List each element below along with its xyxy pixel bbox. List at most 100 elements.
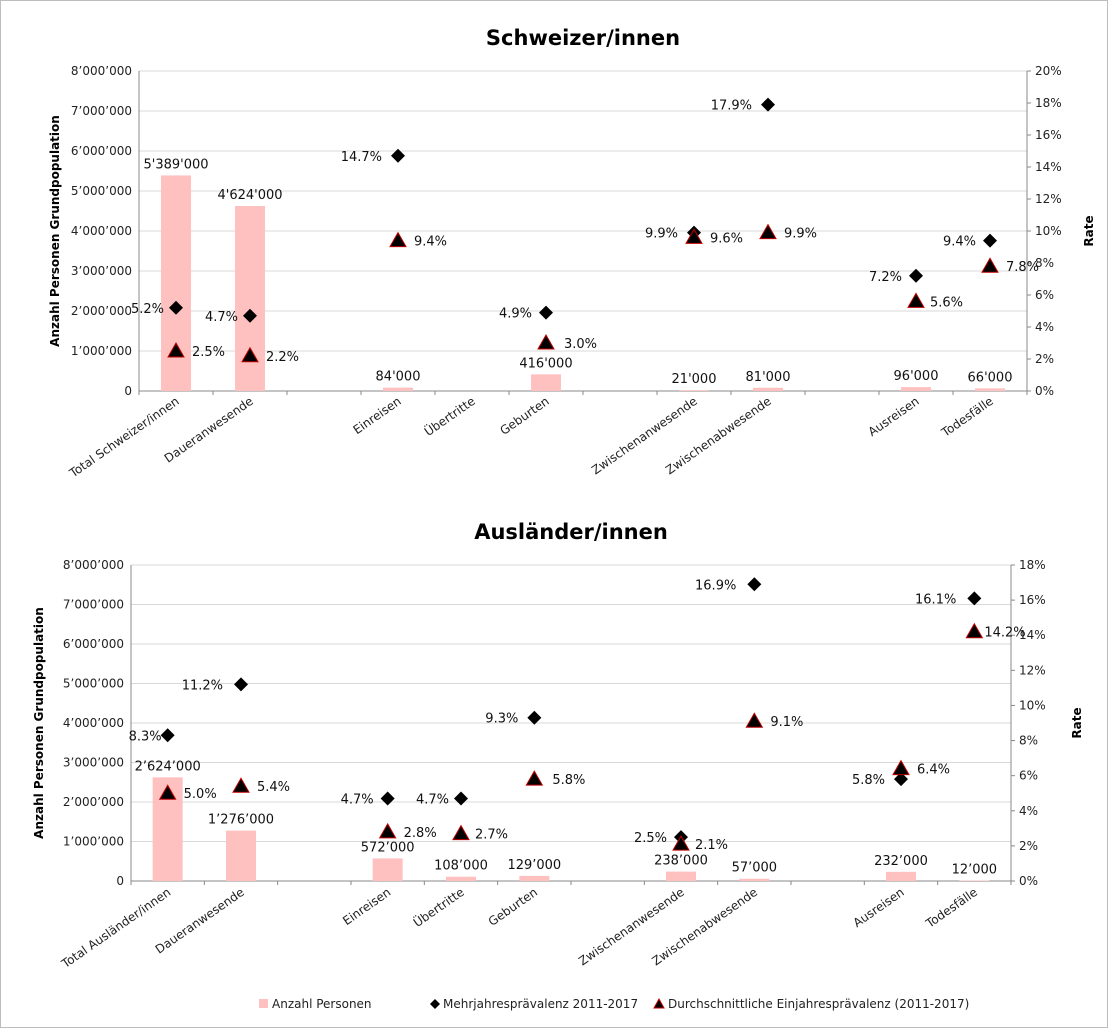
triangle-data-label: 6.4% [917,763,950,778]
bar-data-label: 238’000 [654,854,708,869]
triangle-data-label: 2.7% [475,828,508,843]
y2-tick-label: 6% [1035,288,1054,302]
diamond-marker [454,791,468,805]
bar-data-label: 12’000 [952,863,998,878]
legend-label-diamond: Mehrjahresprävalenz 2011-2017 [443,997,638,1011]
y2-tick-label: 10% [1019,698,1046,712]
diamond-data-label: 9.3% [485,712,518,727]
triangle-data-label: 9.4% [414,235,447,250]
triangle-marker [538,335,554,349]
y2-tick-label: 12% [1035,192,1062,206]
triangle-marker [908,293,924,307]
diamond-data-label: 14.7% [341,150,382,165]
x-category-label: Ausreisen [866,394,922,439]
y-tick-label: 1’000’000 [71,344,132,358]
diamond-marker [234,677,248,691]
triangle-marker [526,771,542,785]
y2-tick-label: 6% [1019,769,1038,783]
diamond-data-label: 9.9% [645,227,678,242]
bar-data-label: 129’000 [507,858,561,873]
bar-data-label: 84'000 [376,370,421,385]
y-tick-label: 6’000’000 [63,637,124,651]
x-category-label: Übertritte [410,883,467,930]
x-category-label: Einreisen [351,394,404,437]
diamond-data-label: 4.7% [416,792,449,807]
triangle-data-label: 2.1% [695,838,728,853]
diamond-data-label: 5.2% [131,302,164,317]
bar [739,879,769,881]
legend: Anzahl Personen Mehrjahresprävalenz 2011-… [259,997,969,1011]
y2-tick-label: 4% [1035,320,1054,334]
y-tick-label: 4’000’000 [63,716,124,730]
bar [666,872,696,881]
diamond-data-label: 16.9% [695,578,736,593]
y2-tick-label: 2% [1035,352,1054,366]
y-tick-label: 3’000’000 [63,756,124,770]
y-tick-label: 0 [124,384,132,398]
triangle-data-label: 14.2% [984,626,1025,641]
diamond-data-label: 9.4% [943,235,976,250]
diamond-marker [747,577,761,591]
y-tick-label: 2’000’000 [71,304,132,318]
triangle-data-label: 2.2% [266,350,299,365]
triangle-marker [966,624,982,638]
y-tick-label: 6’000’000 [71,144,132,158]
triangle-marker [982,258,998,272]
bar [446,877,476,881]
y-tick-label: 1’000’000 [63,835,124,849]
y-tick-label: 4’000’000 [71,224,132,238]
bar [226,831,256,881]
bar [373,858,403,881]
diamond-data-label: 4.9% [499,307,532,322]
diamond-marker [539,306,553,320]
x-category-label: Geburten [486,885,540,929]
x-category-label: Einreisen [340,885,393,928]
diamond-marker [761,98,775,112]
diamond-data-label: 4.7% [341,792,374,807]
diamond-marker [983,234,997,248]
y-tick-label: 2’000’000 [63,795,124,809]
chart-title: Ausländer/innen [474,520,668,544]
triangle-data-label: 5.4% [257,780,290,795]
legend-label-bar: Anzahl Personen [272,997,372,1011]
y2-tick-label: 20% [1035,64,1062,78]
triangle-marker [380,824,396,838]
y2-tick-label: 18% [1035,96,1062,110]
y-axis-title: Anzahl Personen Grundpopulation [48,115,62,347]
triangle-data-label: 2.8% [404,826,437,841]
diamond-data-label: 17.9% [711,99,752,114]
bar [753,388,783,391]
bar-data-label: 5'389'000 [143,157,208,172]
bar [975,388,1005,391]
bar-data-label: 1’276’000 [208,813,274,828]
y2-axis-title: Rate [1070,707,1084,738]
diamond-data-label: 7.2% [869,270,902,285]
y2-tick-label: 0% [1035,384,1054,398]
triangle-marker [760,225,776,239]
diamond-data-label: 2.5% [634,831,667,846]
triangle-data-label: 2.5% [192,345,225,360]
triangle-marker [233,778,249,792]
triangle-data-label: 5.8% [552,773,585,788]
y-axis-title: Anzahl Personen Grundpopulation [32,607,46,839]
triangle-data-label: 3.0% [564,337,597,352]
panel-auslaender: Ausländer/innen 0 1’000’000 2’000’000 3’000’… [32,520,1084,971]
triangle-data-label: 9.1% [770,715,803,730]
triangle-marker [390,233,406,247]
y2-tick-label: 18% [1019,558,1046,572]
bar-data-label: 2’624’000 [135,759,201,774]
x-category-label: Übertritte [421,392,478,439]
diamond-data-label: 5.8% [852,773,885,788]
legend-swatch-bar [259,999,268,1008]
diamond-data-label: 4.7% [205,310,238,325]
y2-tick-label: 0% [1019,874,1038,888]
chart-title: Schweizer/innen [486,26,680,50]
y-tick-label: 0 [116,874,124,888]
legend-label-triangle: Durchschnittliche Einjahresprävalenz (20… [668,997,969,1011]
y-tick-label: 8’000’000 [63,558,124,572]
triangle-data-label: 9.6% [710,231,743,246]
x-category-label: Todesfälle [938,394,996,440]
bar-data-label: 66'000 [968,370,1013,385]
y2-tick-label: 2% [1019,839,1038,853]
